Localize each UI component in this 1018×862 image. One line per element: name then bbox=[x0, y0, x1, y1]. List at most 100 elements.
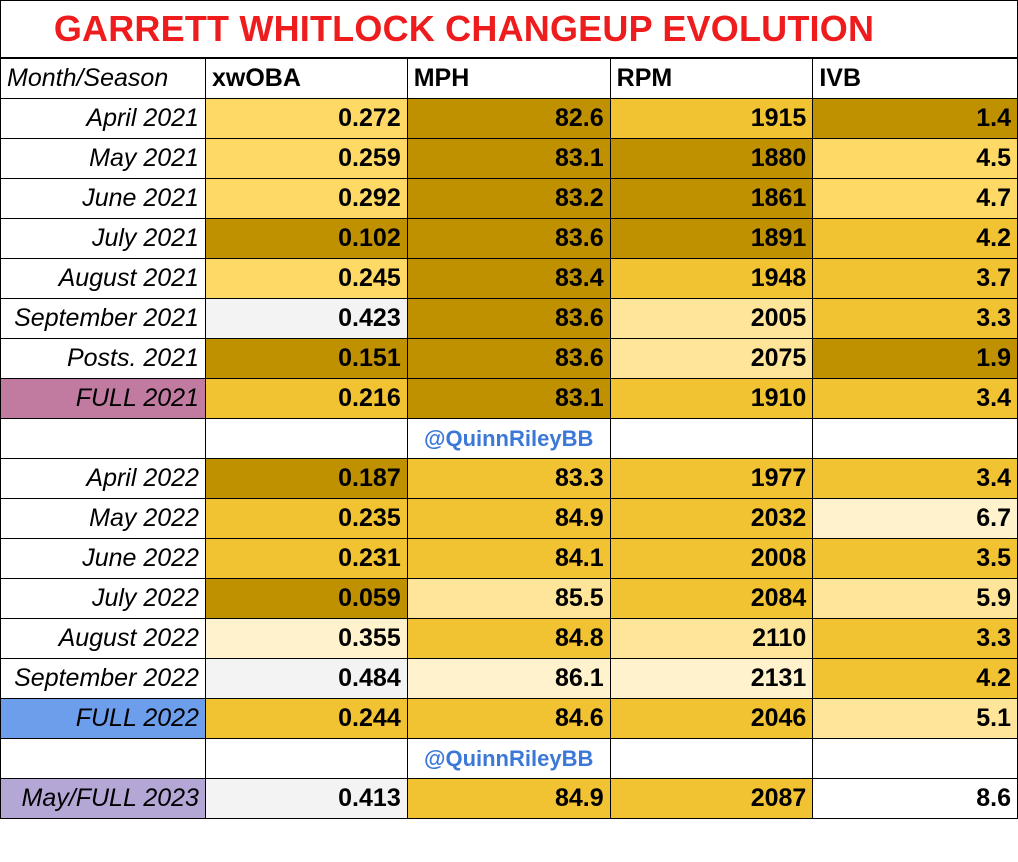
credit-row: @QuinnRileyBB bbox=[0, 418, 1018, 459]
header-row: Month/Season xwOBA MPH RPM IVB bbox=[0, 58, 1018, 99]
row-label: April 2022 bbox=[0, 458, 206, 499]
rpm-cell: 1891 bbox=[609, 218, 814, 259]
table-row: July 2021 0.102 83.6 1891 4.2 bbox=[0, 218, 1018, 259]
mph-cell: 84.1 bbox=[406, 538, 611, 579]
row-label: September 2022 bbox=[0, 658, 206, 699]
table-row: FULL 2021 0.216 83.1 1910 3.4 bbox=[0, 378, 1018, 419]
row-label: May 2021 bbox=[0, 138, 206, 179]
xwoba-cell: 0.259 bbox=[204, 138, 408, 179]
xwoba-cell: 0.245 bbox=[204, 258, 408, 299]
mph-cell: 84.9 bbox=[406, 498, 611, 539]
table-row: June 2022 0.231 84.1 2008 3.5 bbox=[0, 538, 1018, 579]
table-row: August 2022 0.355 84.8 2110 3.3 bbox=[0, 618, 1018, 659]
table-row: July 2022 0.059 85.5 2084 5.9 bbox=[0, 578, 1018, 619]
rpm-cell: 1915 bbox=[609, 98, 814, 139]
ivb-cell: 8.6 bbox=[812, 778, 1018, 819]
empty-cell bbox=[204, 418, 408, 459]
table-row: September 2022 0.484 86.1 2131 4.2 bbox=[0, 658, 1018, 699]
row-label: May/FULL 2023 bbox=[0, 778, 206, 819]
mph-cell: 83.6 bbox=[406, 218, 611, 259]
table-row: August 2021 0.245 83.4 1948 3.7 bbox=[0, 258, 1018, 299]
xwoba-cell: 0.231 bbox=[204, 538, 408, 579]
ivb-cell: 5.1 bbox=[812, 698, 1018, 739]
mph-cell: 86.1 bbox=[406, 658, 611, 699]
xwoba-cell: 0.484 bbox=[204, 658, 408, 699]
row-label: July 2022 bbox=[0, 578, 206, 619]
empty-cell bbox=[0, 418, 206, 459]
ivb-cell: 3.4 bbox=[812, 378, 1018, 419]
mph-cell: 84.6 bbox=[406, 698, 611, 739]
rpm-cell: 2046 bbox=[609, 698, 814, 739]
credit-handle: @QuinnRileyBB bbox=[406, 418, 611, 459]
stats-table: Month/Season xwOBA MPH RPM IVB April 202… bbox=[0, 58, 1018, 819]
xwoba-cell: 0.151 bbox=[204, 338, 408, 379]
xwoba-cell: 0.102 bbox=[204, 218, 408, 259]
empty-cell bbox=[0, 738, 206, 779]
header-month-season: Month/Season bbox=[0, 58, 206, 99]
header-ivb: IVB bbox=[812, 58, 1018, 99]
xwoba-cell: 0.244 bbox=[204, 698, 408, 739]
rpm-cell: 1910 bbox=[609, 378, 814, 419]
ivb-cell: 3.7 bbox=[812, 258, 1018, 299]
rpm-cell: 2032 bbox=[609, 498, 814, 539]
xwoba-cell: 0.059 bbox=[204, 578, 408, 619]
row-label: August 2022 bbox=[0, 618, 206, 659]
row-label: May 2022 bbox=[0, 498, 206, 539]
mph-cell: 84.9 bbox=[406, 778, 611, 819]
table-row: May 2021 0.259 83.1 1880 4.5 bbox=[0, 138, 1018, 179]
mph-cell: 83.4 bbox=[406, 258, 611, 299]
ivb-cell: 5.9 bbox=[812, 578, 1018, 619]
mph-cell: 82.6 bbox=[406, 98, 611, 139]
table-row: May/FULL 2023 0.413 84.9 2087 8.6 bbox=[0, 778, 1018, 819]
table-row: FULL 2022 0.244 84.6 2046 5.1 bbox=[0, 698, 1018, 739]
title-row: GARRETT WHITLOCK CHANGEUP EVOLUTION bbox=[0, 0, 1018, 58]
stats-table-body: Month/Season xwOBA MPH RPM IVB April 202… bbox=[0, 58, 1018, 819]
header-mph: MPH bbox=[406, 58, 611, 99]
ivb-cell: 1.9 bbox=[812, 338, 1018, 379]
ivb-cell: 3.3 bbox=[812, 298, 1018, 339]
rpm-cell: 2008 bbox=[609, 538, 814, 579]
mph-cell: 83.6 bbox=[406, 338, 611, 379]
row-label: June 2021 bbox=[0, 178, 206, 219]
mph-cell: 83.1 bbox=[406, 378, 611, 419]
empty-cell bbox=[204, 738, 408, 779]
page-title: GARRETT WHITLOCK CHANGEUP EVOLUTION bbox=[53, 8, 875, 49]
header-xwoba: xwOBA bbox=[204, 58, 408, 99]
xwoba-cell: 0.187 bbox=[204, 458, 408, 499]
empty-cell bbox=[812, 418, 1018, 459]
row-label: Posts. 2021 bbox=[0, 338, 206, 379]
rpm-cell: 1880 bbox=[609, 138, 814, 179]
mph-cell: 84.8 bbox=[406, 618, 611, 659]
row-label: September 2021 bbox=[0, 298, 206, 339]
empty-cell bbox=[609, 738, 814, 779]
rpm-cell: 2005 bbox=[609, 298, 814, 339]
row-label: June 2022 bbox=[0, 538, 206, 579]
ivb-cell: 4.5 bbox=[812, 138, 1018, 179]
ivb-cell: 3.5 bbox=[812, 538, 1018, 579]
credit-handle: @QuinnRileyBB bbox=[406, 738, 611, 779]
xwoba-cell: 0.272 bbox=[204, 98, 408, 139]
row-label: August 2021 bbox=[0, 258, 206, 299]
ivb-cell: 4.7 bbox=[812, 178, 1018, 219]
xwoba-cell: 0.216 bbox=[204, 378, 408, 419]
row-label: FULL 2021 bbox=[0, 378, 206, 419]
ivb-cell: 4.2 bbox=[812, 218, 1018, 259]
row-label: FULL 2022 bbox=[0, 698, 206, 739]
rpm-cell: 1861 bbox=[609, 178, 814, 219]
ivb-cell: 3.3 bbox=[812, 618, 1018, 659]
ivb-cell: 6.7 bbox=[812, 498, 1018, 539]
row-label: April 2021 bbox=[0, 98, 206, 139]
table-row: June 2021 0.292 83.2 1861 4.7 bbox=[0, 178, 1018, 219]
empty-cell bbox=[812, 738, 1018, 779]
xwoba-cell: 0.355 bbox=[204, 618, 408, 659]
mph-cell: 83.1 bbox=[406, 138, 611, 179]
mph-cell: 83.3 bbox=[406, 458, 611, 499]
table-row: April 2021 0.272 82.6 1915 1.4 bbox=[0, 98, 1018, 139]
rpm-cell: 2087 bbox=[609, 778, 814, 819]
table-row: May 2022 0.235 84.9 2032 6.7 bbox=[0, 498, 1018, 539]
mph-cell: 85.5 bbox=[406, 578, 611, 619]
table-row: September 2021 0.423 83.6 2005 3.3 bbox=[0, 298, 1018, 339]
xwoba-cell: 0.235 bbox=[204, 498, 408, 539]
table-row: Posts. 2021 0.151 83.6 2075 1.9 bbox=[0, 338, 1018, 379]
